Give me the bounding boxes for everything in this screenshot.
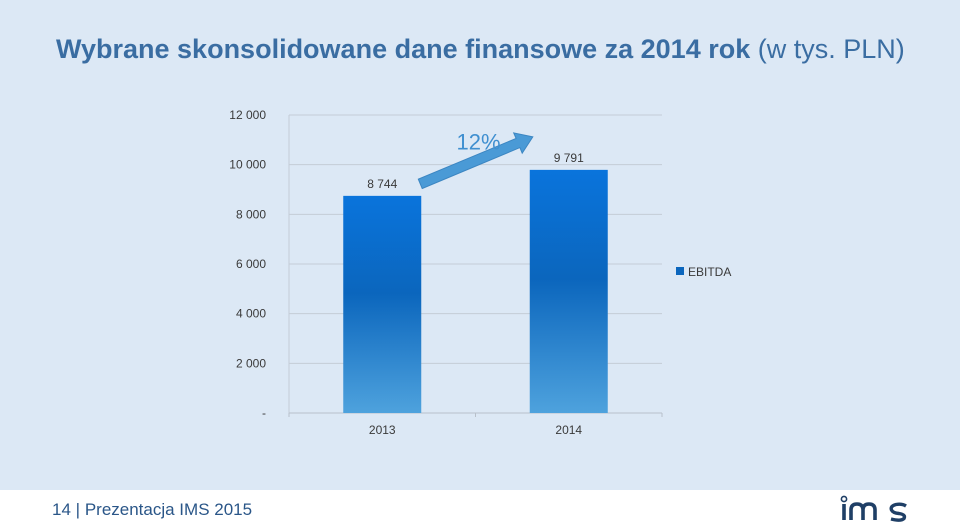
legend-swatch	[676, 267, 684, 275]
legend-label: EBITDA	[688, 265, 731, 279]
bar-2014	[529, 169, 608, 413]
data-label-2013: 8 744	[367, 177, 397, 191]
ims-logo	[840, 495, 907, 522]
x-tick-label: 2014	[555, 423, 582, 437]
y-tick-label: -	[262, 406, 266, 420]
y-tick-label: 2 000	[236, 356, 266, 370]
growth-percent-label: 12%	[456, 129, 500, 154]
y-tick-label: 4 000	[236, 307, 266, 321]
data-label-2014: 9 791	[554, 151, 584, 165]
bar-2013	[343, 195, 422, 413]
ebitda-bar-chart: - 2 000 4 000 6 000 8 000 10 000 12 000 8 744 9…	[229, 108, 731, 437]
y-axis-ticks: - 2 000 4 000 6 000 8 000 10 000 12 000	[229, 108, 266, 420]
slide-title-unit: (w tys. PLN)	[750, 34, 905, 64]
footer-separator: |	[75, 500, 81, 519]
x-tick-label: 2013	[369, 423, 396, 437]
x-axis-ticks: 2013 2014	[369, 423, 583, 437]
slide-background	[0, 0, 960, 490]
data-labels: 8 744 9 791	[367, 151, 584, 191]
bars	[343, 169, 608, 413]
footer-bar	[0, 490, 960, 523]
y-tick-label: 10 000	[229, 158, 266, 172]
y-tick-label: 12 000	[229, 108, 266, 122]
slide-title: Wybrane skonsolidowane dane finansowe za…	[56, 34, 905, 65]
growth-annotation: 12%	[417, 129, 534, 190]
growth-arrow	[417, 132, 534, 190]
page-number: 14	[52, 500, 71, 519]
y-tick-label: 6 000	[236, 257, 266, 271]
y-tick-label: 8 000	[236, 207, 266, 221]
slide-title-main: Wybrane skonsolidowane dane finansowe za…	[56, 34, 751, 64]
legend: EBITDA	[676, 265, 731, 279]
presentation-name: Prezentacja IMS 2015	[84, 500, 253, 519]
footer-caption: 14 | Prezentacja IMS 2015	[52, 500, 252, 520]
